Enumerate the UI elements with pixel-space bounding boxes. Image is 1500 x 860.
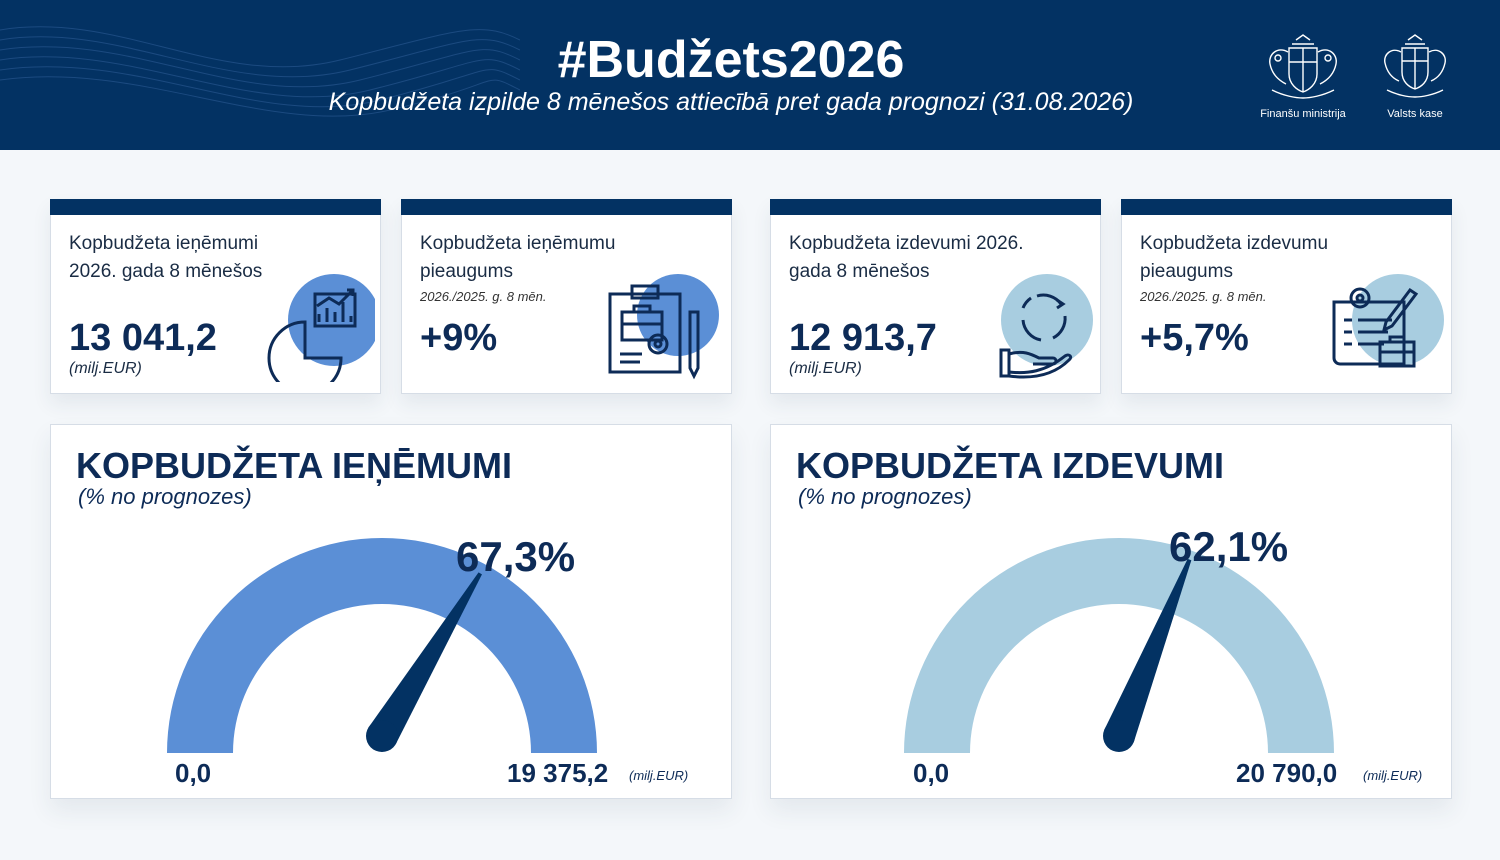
gauge-needle [1103,558,1192,752]
card-note: 2026./2025. g. 8 mēn. [1140,289,1267,304]
latvia-coat-of-arms-icon [1384,34,1446,98]
card-expenditure: Kopbudžeta izdevumi 2026. gada 8 mēnešos… [770,199,1101,394]
card-top-bar [50,199,381,215]
gauge-percent: 62,1% [1169,523,1289,570]
gauge-needle-shape [368,572,482,745]
logo-valsts-kase: Valsts kase [1360,32,1470,120]
card-label: Kopbudžeta ieņēmumi 2026. gada 8 mēnešos [69,233,263,282]
gauge-chart [904,538,1334,753]
gauge-title: KOPBUDŽETA IZDEVUMI [796,445,1224,486]
decorative-waves [0,26,520,117]
card-label: Kopbudžeta izdevumu pieaugums [1140,233,1329,282]
card-expenditure-growth: Kopbudžeta izdevumu pieaugums 2026./2025… [1121,199,1452,394]
page-title: #Budžets2026 [557,31,905,89]
revenue-chart-icon [267,274,375,382]
card-label: Kopbudžeta ieņēmumu pieaugums [420,233,616,282]
card-unit: (milj.EUR) [69,360,142,377]
page-subtitle: Kopbudžeta izpilde 8 mēnešos attiecībā p… [328,88,1134,116]
card-value: 13 041,2 [69,317,217,359]
card-unit: (milj.EUR) [789,360,862,377]
gauge-subtitle: (% no prognozes) [78,484,252,509]
gauge-unit: (milj.EUR) [629,768,689,783]
card-top-bar [401,199,732,215]
gauge-unit: (milj.EUR) [1363,768,1423,783]
gauge-needle [366,572,482,752]
card-revenue-growth: Kopbudžeta ieņēmumu pieaugums 2026./2025… [401,199,732,394]
blueprint-gear-icon [1332,274,1444,368]
gauge-percent: 67,3% [456,533,576,580]
gauge-min: 0,0 [913,758,950,788]
card-top-bar [770,199,1101,215]
card-top-bar [1121,199,1452,215]
gauge-min: 0,0 [175,758,212,788]
gauge-needle-hub [366,720,398,752]
gauge-needle-shape [1104,558,1192,742]
logo-label: Valsts kase [1387,108,1443,120]
gauge-panel-expenditure: KOPBUDŽETA IZDEVUMI (% no prognozes) 62,… [770,424,1452,799]
gauge-title: KOPBUDŽETA IEŅĒMUMI [76,445,512,486]
card-value: +5,7% [1140,317,1249,359]
header-banner: #Budžets2026 Kopbudžeta izpilde 8 mēnešo… [0,0,1500,150]
gauge-max: 20 790,0 [1236,758,1338,788]
gauge-max: 19 375,2 [507,758,609,788]
clipboard-briefcase-icon [608,274,719,380]
hand-cycle-icon [999,274,1093,379]
gauge-subtitle: (% no prognozes) [798,484,972,509]
gauge-arc [167,538,597,753]
gauge-chart [167,538,597,753]
card-label: Kopbudžeta izdevumi 2026. gada 8 mēnešos [789,233,1024,282]
card-value: +9% [420,317,498,359]
card-revenue: Kopbudžeta ieņēmumi 2026. gada 8 mēnešos… [50,199,381,394]
card-value: 12 913,7 [789,317,937,359]
card-note: 2026./2025. g. 8 mēn. [420,289,547,304]
gauge-needle-hub [1103,720,1135,752]
gauge-arc [904,538,1334,753]
logo-finansu-ministrija: Finanšu ministrija [1248,32,1358,120]
gauge-panel-revenue: KOPBUDŽETA IEŅĒMUMI (% no prognozes) 67,… [50,424,732,799]
logo-label: Finanšu ministrija [1260,108,1346,120]
latvia-coat-of-arms-icon [1269,34,1337,99]
